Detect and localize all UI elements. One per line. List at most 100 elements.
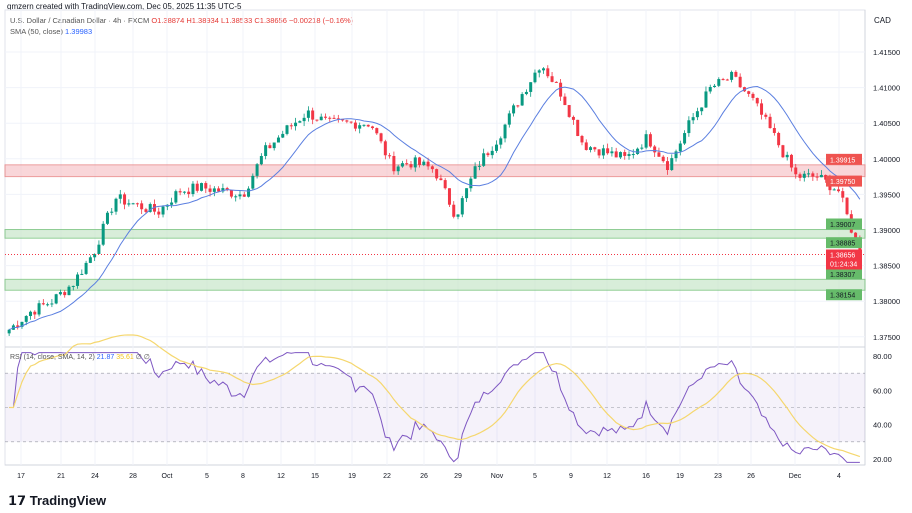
candle bbox=[259, 156, 263, 165]
candle bbox=[170, 202, 174, 205]
candle bbox=[819, 174, 823, 178]
candle bbox=[465, 188, 469, 199]
price-chart[interactable]: 1.41500 1.41000 1.40500 1.40000 1.39500 1.390… bbox=[0, 0, 912, 490]
time-tick-label: 15 bbox=[311, 473, 319, 480]
candle bbox=[836, 189, 840, 192]
candle bbox=[144, 209, 148, 212]
time-tick-label: 17 bbox=[17, 473, 25, 480]
last-price-tag bbox=[826, 249, 862, 270]
candle bbox=[187, 191, 191, 195]
candle bbox=[845, 197, 849, 215]
candle bbox=[546, 68, 550, 77]
last-price-label: 1.38656 bbox=[830, 252, 855, 259]
candle bbox=[435, 169, 439, 179]
candle bbox=[46, 304, 50, 306]
zone-price-tag bbox=[826, 237, 862, 249]
candle bbox=[550, 76, 554, 82]
candle bbox=[559, 82, 563, 97]
symbol-title[interactable]: U.S. Dollar / Canadian Dollar · 4h · FXC… bbox=[10, 16, 150, 25]
candle bbox=[460, 198, 464, 215]
price-tick-label: 1.37500 bbox=[873, 333, 900, 342]
price-tick-label: 1.38000 bbox=[873, 297, 900, 306]
candle bbox=[426, 161, 430, 167]
candle bbox=[648, 134, 652, 147]
candle bbox=[225, 188, 229, 190]
candle bbox=[524, 91, 528, 95]
candle bbox=[507, 113, 511, 125]
ohlc-low: L1.38533 bbox=[220, 16, 253, 25]
tradingview-logo: 𝟭𝟳 TradingView bbox=[8, 493, 106, 509]
ohlc-open: O1.38874 bbox=[151, 16, 185, 25]
candle bbox=[418, 157, 422, 165]
candle bbox=[84, 262, 88, 274]
rsi-label[interactable]: RSI (14, close, SMA, 14, 2) bbox=[10, 354, 95, 361]
symbol-legend: U.S. Dollar / Canadian Dollar · 4h · FXC… bbox=[10, 15, 353, 37]
candle bbox=[366, 124, 370, 127]
zone-price-label: 1.39915 bbox=[830, 157, 855, 164]
candle bbox=[567, 105, 571, 117]
countdown-label: 01:24:34 bbox=[830, 261, 857, 268]
candle bbox=[772, 128, 776, 133]
candle bbox=[383, 141, 387, 156]
candle bbox=[533, 72, 537, 83]
candle bbox=[71, 285, 75, 287]
rsi-sma-line bbox=[9, 334, 861, 458]
candle bbox=[571, 116, 575, 120]
sma-label[interactable]: SMA (50, close) bbox=[10, 27, 63, 36]
candle bbox=[665, 161, 669, 170]
candle bbox=[148, 204, 152, 212]
candle bbox=[597, 149, 601, 156]
candle bbox=[473, 166, 477, 179]
candle bbox=[191, 183, 195, 195]
candle bbox=[208, 188, 212, 192]
zone-price-label: 1.38885 bbox=[830, 241, 855, 248]
candle bbox=[798, 174, 802, 178]
candle bbox=[452, 204, 456, 217]
candle bbox=[76, 274, 80, 286]
zone-price-tag bbox=[826, 153, 862, 165]
candle bbox=[657, 152, 661, 157]
candle bbox=[306, 110, 310, 118]
candle bbox=[661, 156, 665, 162]
candle bbox=[721, 79, 725, 81]
candle bbox=[255, 164, 259, 176]
candle bbox=[785, 154, 789, 158]
candle bbox=[362, 124, 366, 126]
price-tick-label: 1.40500 bbox=[873, 119, 900, 128]
zone-price-tag bbox=[826, 218, 862, 230]
candle bbox=[328, 117, 332, 119]
candle bbox=[794, 167, 798, 175]
candle bbox=[482, 153, 486, 166]
candle bbox=[123, 194, 127, 205]
candle bbox=[691, 117, 695, 121]
candle bbox=[751, 93, 755, 98]
candle bbox=[311, 110, 315, 120]
candle bbox=[229, 189, 233, 197]
support-zone bbox=[4, 229, 866, 239]
currency-label: CAD bbox=[874, 16, 891, 25]
candle bbox=[388, 155, 392, 157]
candle bbox=[678, 143, 682, 152]
ohlc-high: H1.38934 bbox=[186, 16, 219, 25]
time-tick-label: 9 bbox=[569, 473, 573, 480]
candle bbox=[50, 303, 54, 305]
candle bbox=[396, 166, 400, 172]
time-tick-label: 22 bbox=[383, 473, 391, 480]
candle bbox=[375, 128, 379, 134]
rsi-sma-value: 35.61 bbox=[116, 354, 134, 361]
price-tick-label: 1.41500 bbox=[873, 48, 900, 57]
candle bbox=[80, 273, 84, 275]
candle bbox=[234, 196, 238, 198]
candle bbox=[708, 87, 712, 92]
ohlc-close: C1.38656 bbox=[254, 16, 287, 25]
candle bbox=[730, 71, 734, 80]
candle bbox=[674, 151, 678, 159]
candle bbox=[24, 316, 28, 322]
time-tick-label: Oct bbox=[162, 473, 173, 480]
candle bbox=[618, 152, 622, 158]
candle bbox=[268, 145, 272, 149]
candle bbox=[725, 79, 729, 81]
candle bbox=[576, 119, 580, 136]
candle bbox=[687, 120, 691, 134]
candle bbox=[212, 188, 216, 192]
